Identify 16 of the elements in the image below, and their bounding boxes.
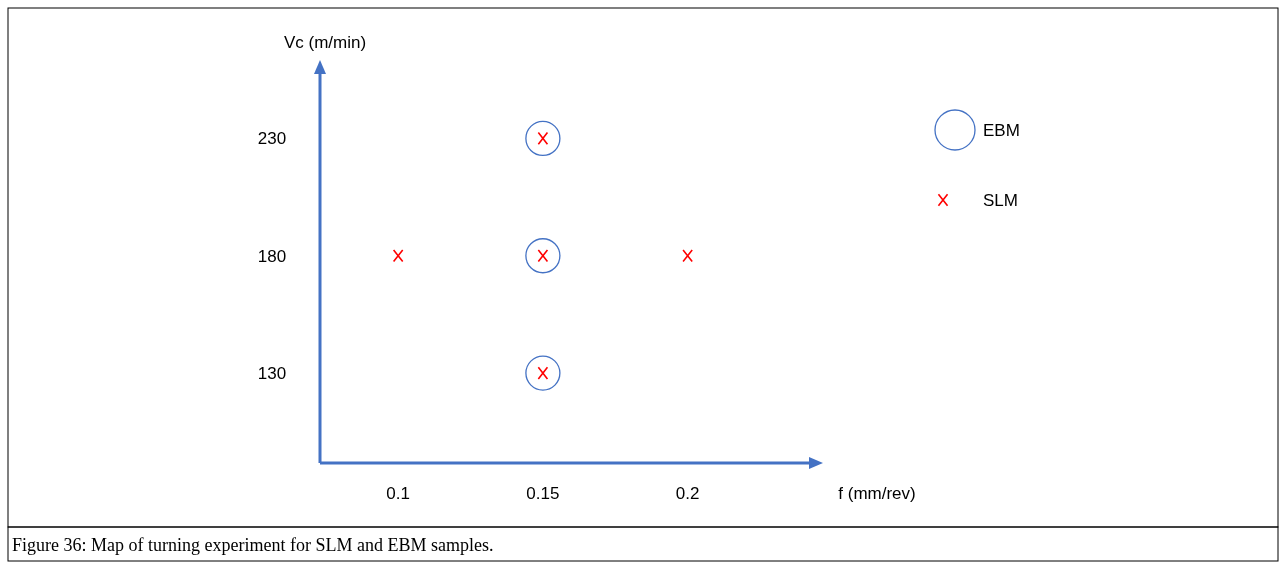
x-tick-label: 0.2 — [675, 484, 700, 503]
y-tick-label: 180 — [257, 246, 287, 266]
x-axis-title: f (mm/rev) — [838, 484, 916, 503]
point — [525, 238, 561, 274]
point — [682, 249, 693, 263]
point — [525, 120, 561, 157]
caption: Figure 36: Map of turning experiment for SLM and EBM samples. — [12, 535, 494, 555]
x-tick-label: 0.1 — [386, 484, 410, 503]
y-axis-title: Vc (m/min) — [283, 33, 367, 52]
point — [525, 355, 561, 391]
x-tick-label: 0.15 — [526, 484, 560, 503]
y-tick-label: 230 — [257, 129, 287, 149]
y-tick-label: 130 — [257, 364, 287, 384]
point — [392, 249, 404, 263]
legend-label: SLM — [983, 191, 1018, 210]
legend-label: EBM — [983, 121, 1020, 140]
